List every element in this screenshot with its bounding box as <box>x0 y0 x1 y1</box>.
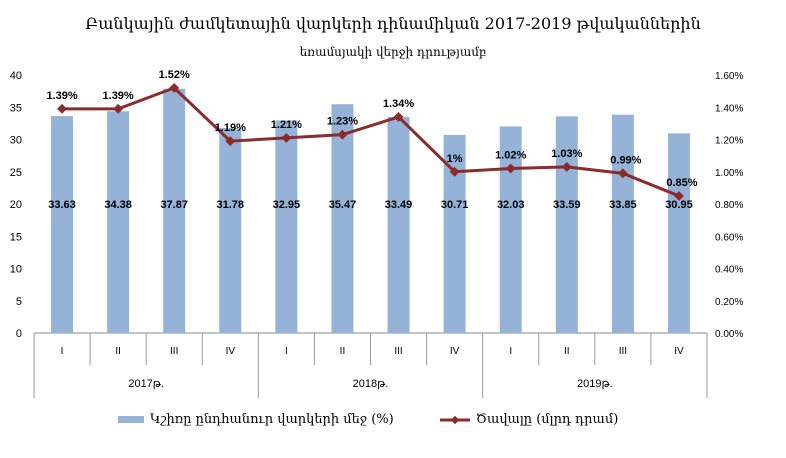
x-tick-label: III <box>619 346 627 357</box>
x-tick-label: I <box>61 346 64 357</box>
legend-item-line: Ծավալը (մլրդ դրամ) <box>440 412 618 427</box>
y-right-tick-label: 0.40% <box>715 265 743 276</box>
line-marker <box>617 168 628 179</box>
line-data-label: 1.39% <box>46 90 77 102</box>
bar <box>331 104 354 333</box>
line-data-label: 0.99% <box>610 154 641 166</box>
line-data-label: 0.85% <box>666 177 697 189</box>
bar-data-label: 31.78 <box>217 199 245 211</box>
bar-data-label: 30.71 <box>441 199 469 211</box>
line-data-label: 1.39% <box>103 90 134 102</box>
bar <box>107 111 130 334</box>
y-right-tick-label: 1.60% <box>715 71 743 82</box>
y-right-tick-label: 1.20% <box>715 136 743 147</box>
bar-data-label: 30.95 <box>665 199 693 211</box>
y-left-tick-label: 20 <box>10 199 22 211</box>
line-marker <box>449 166 460 177</box>
x-tick-label: II <box>340 346 346 357</box>
x-group-label: 2017թ. <box>128 378 164 390</box>
line-series <box>62 86 680 198</box>
legend-item-bar: Կշիռը ընդհանուր վարկերի մեջ (%) <box>118 412 394 427</box>
x-tick-label: I <box>509 346 512 357</box>
y-left-tick-label: 5 <box>16 296 22 308</box>
legend-bar-swatch <box>118 416 144 423</box>
x-group-label: 2018թ. <box>353 378 389 390</box>
x-tick-label: II <box>115 346 121 357</box>
bar <box>443 134 466 333</box>
legend-line-swatch <box>440 415 470 424</box>
bar <box>163 88 186 334</box>
y-left-tick-label: 35 <box>10 102 22 114</box>
legend-line-label: Ծավալը (մլրդ դրամ) <box>476 412 619 427</box>
y-right-tick-label: 1.00% <box>715 168 743 179</box>
x-tick-label: II <box>564 346 570 357</box>
chart-subtitle: եռամսյակի վերջի դրությամբ <box>299 45 487 59</box>
line-data-label: 1.52% <box>159 69 190 81</box>
bar <box>611 114 634 333</box>
line-data-label: 1.34% <box>383 98 414 110</box>
y-left-tick-label: 25 <box>10 167 22 179</box>
bar <box>499 126 522 334</box>
y-left-tick-label: 30 <box>10 135 22 147</box>
y-left-tick-label: 0 <box>16 328 22 340</box>
line-data-label: 1.21% <box>271 119 302 131</box>
x-group-label: 2019թ. <box>577 378 613 390</box>
y-right-tick-label: 0.60% <box>715 232 743 243</box>
line-marker <box>281 132 292 143</box>
line-marker <box>505 163 516 174</box>
bar-data-label: 35.47 <box>329 199 357 211</box>
bar <box>387 116 410 333</box>
line-marker <box>169 82 180 93</box>
line-data-label: 1.02% <box>495 150 526 162</box>
x-tick-label: IV <box>450 346 460 357</box>
line-data-label: 1.23% <box>327 116 358 128</box>
y-right-tick-label: 1.40% <box>715 103 743 114</box>
line-marker <box>561 161 572 172</box>
bar <box>51 116 74 333</box>
line-marker <box>225 136 236 147</box>
x-tick-label: III <box>170 346 178 357</box>
y-right-tick-label: 0.00% <box>715 329 743 340</box>
x-tick-label: IV <box>674 346 684 357</box>
bar-data-label: 33.59 <box>553 199 581 211</box>
line-marker <box>113 103 124 114</box>
x-tick-label: IV <box>226 346 236 357</box>
bar-data-label: 37.87 <box>160 199 188 211</box>
line-data-label: 1.19% <box>215 122 246 134</box>
y-left-tick-label: 10 <box>10 264 22 276</box>
line-marker <box>337 129 348 140</box>
line-marker <box>57 103 67 114</box>
chart-title: Բանկային ժամկետային վարկերի դինամիկան 20… <box>85 14 701 33</box>
bar-data-label: 33.49 <box>385 199 413 211</box>
y-right-tick-label: 0.80% <box>715 200 743 211</box>
bar-data-label: 33.63 <box>48 199 76 211</box>
y-right-tick-label: 0.20% <box>715 297 743 308</box>
line-data-label: 1% <box>447 153 463 165</box>
line-data-label: 1.03% <box>551 148 582 160</box>
bar-data-label: 34.38 <box>104 199 132 211</box>
bar <box>667 133 690 333</box>
bar <box>555 116 578 333</box>
bar-data-label: 33.85 <box>609 199 637 211</box>
x-tick-label: I <box>285 346 288 357</box>
y-left-tick-label: 15 <box>10 231 22 243</box>
line-marker <box>674 190 684 201</box>
bar <box>219 128 242 333</box>
legend-bar-label: Կշիռը ընդհանուր վարկերի մեջ (%) <box>150 412 394 427</box>
y-left-tick-label: 40 <box>10 70 22 82</box>
x-tick-label: III <box>394 346 402 357</box>
bar-data-label: 32.95 <box>273 199 301 211</box>
bar-data-label: 32.03 <box>497 199 525 211</box>
bar <box>275 120 298 333</box>
